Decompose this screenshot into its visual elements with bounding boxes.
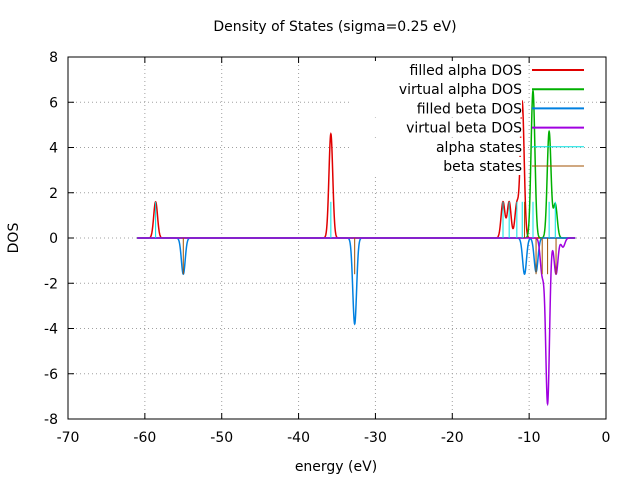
series-line-3 (137, 237, 576, 407)
y-tick-label: -4 (44, 322, 58, 338)
x-tick-label: 0 (602, 430, 611, 446)
y-tick-label: 0 (49, 231, 58, 247)
legend-label: filled beta DOS (417, 101, 522, 117)
y-tick-label: 2 (49, 186, 58, 202)
x-tick-label: -40 (287, 430, 310, 446)
y-axis-label: DOS (6, 223, 22, 254)
y-tick-label: 8 (49, 50, 58, 66)
chart-title: Density of States (sigma=0.25 eV) (213, 19, 456, 35)
x-tick-label: -30 (364, 430, 387, 446)
series-line-2 (137, 237, 576, 326)
y-tick-label: -6 (44, 367, 58, 383)
y-tick-label: 4 (49, 141, 58, 157)
legend-label: virtual beta DOS (406, 121, 522, 137)
legend-entry-bg (352, 80, 522, 99)
x-tick-label: -60 (133, 430, 156, 446)
legend-label: virtual alpha DOS (399, 82, 522, 98)
legend: filled alpha DOS virtual alpha DOS filled … (352, 61, 584, 175)
legend-entry-bg (352, 118, 522, 137)
legend-entry-bg (352, 137, 522, 156)
y-tick-label: -2 (44, 276, 58, 292)
x-tick-label: -50 (210, 430, 233, 446)
x-tick-label: -20 (441, 430, 464, 446)
y-tick-label: 6 (49, 95, 58, 111)
x-tick-label: -10 (518, 430, 541, 446)
legend-label: filled alpha DOS (410, 63, 523, 79)
data-layer (137, 88, 576, 407)
x-axis-label: energy (eV) (295, 459, 377, 475)
legend-entry-bg (352, 99, 522, 118)
legend-entry-bg (352, 61, 522, 79)
legend-label: beta states (443, 159, 522, 175)
y-tick-label: -8 (44, 412, 58, 428)
legend-label: alpha states (436, 140, 522, 156)
x-tick-label: -70 (57, 430, 80, 446)
legend-entry-bg (352, 157, 522, 175)
